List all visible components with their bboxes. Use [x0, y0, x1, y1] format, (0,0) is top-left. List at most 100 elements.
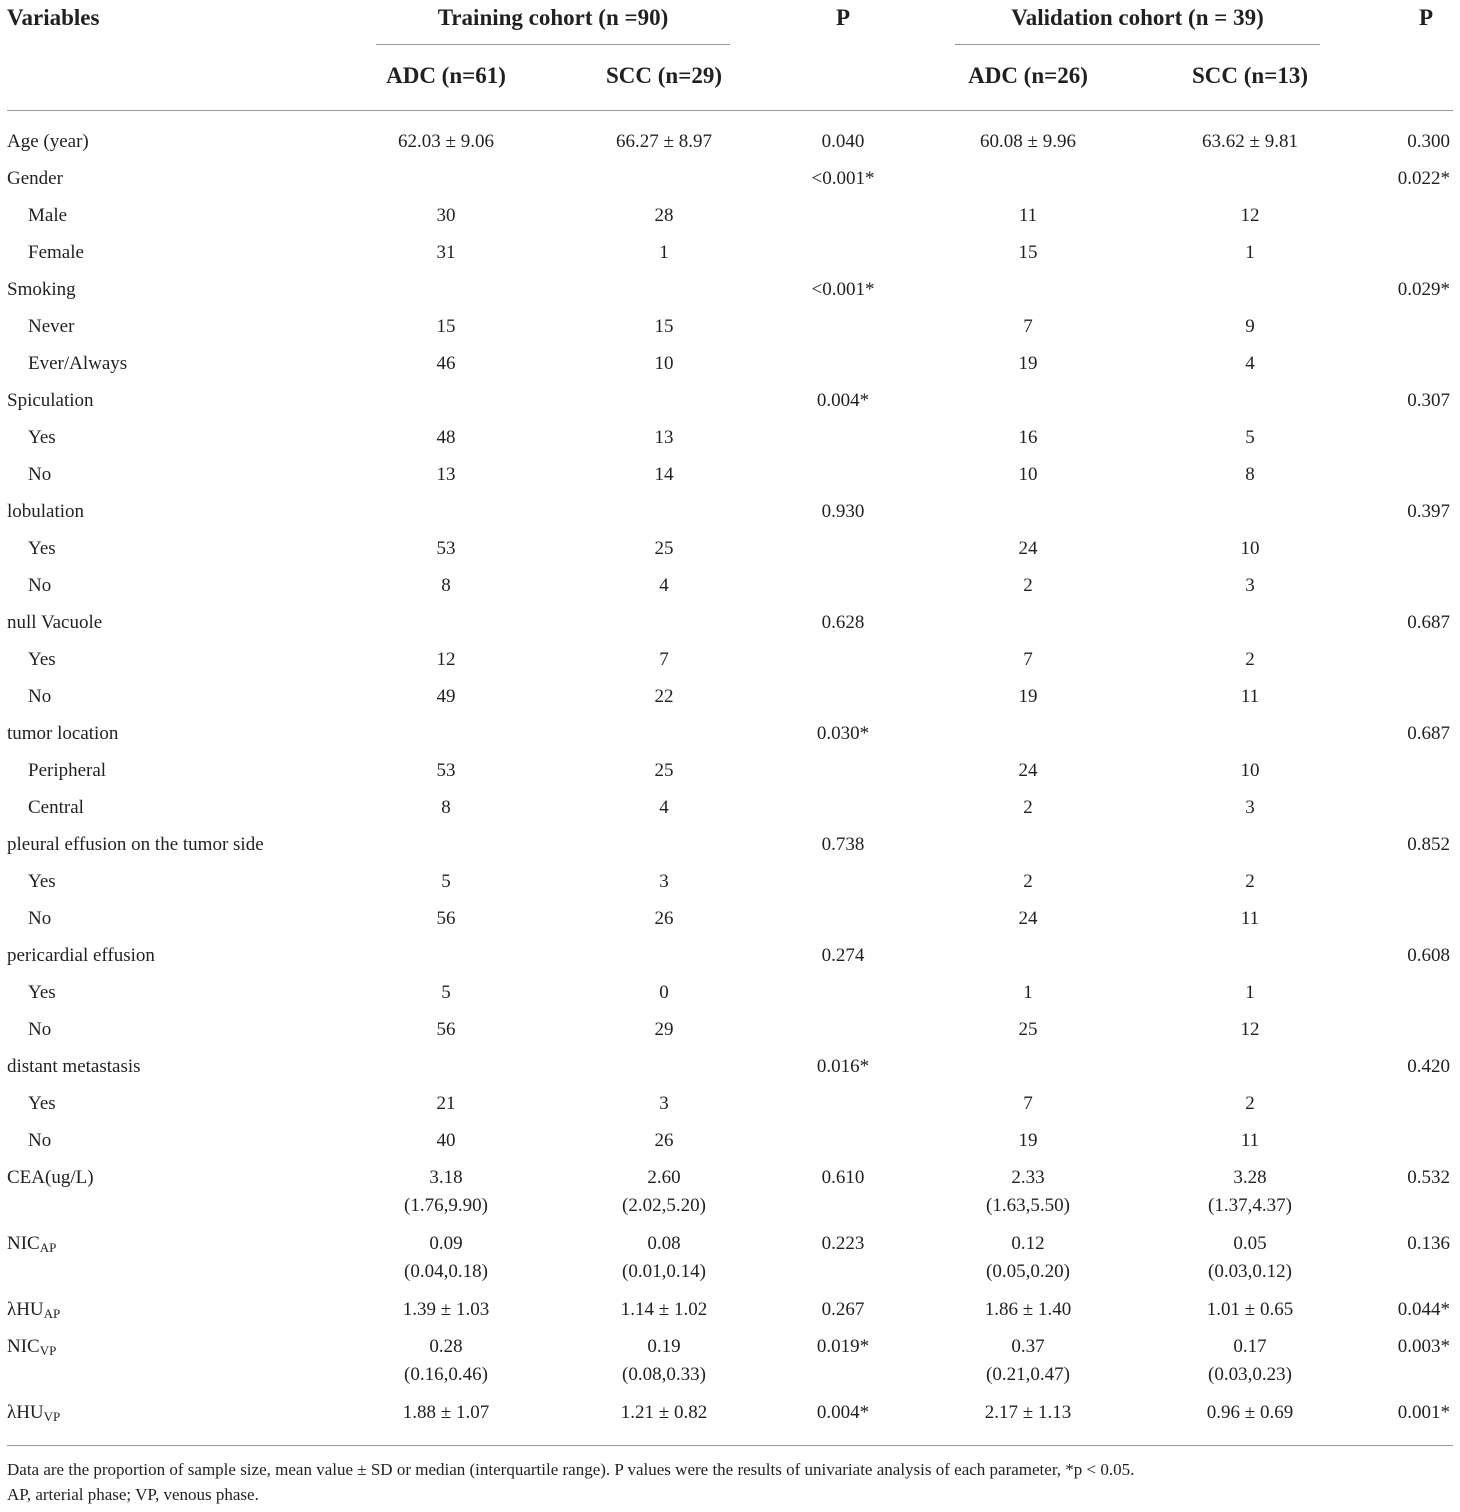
footnote-line-2: AP, arterial phase; VP, venous phase.	[7, 1485, 259, 1504]
cell-value: 0.687	[1407, 723, 1450, 744]
cell-value: 3.18	[429, 1167, 463, 1188]
cell-value: 3	[1245, 797, 1255, 818]
cell-train-adc: 53	[346, 757, 546, 785]
cell-train-p: 0.019*	[768, 1333, 918, 1361]
cell-value: 1.86 ± 1.40	[984, 1299, 1072, 1320]
cell-val-adc: 2	[928, 794, 1128, 822]
cell-value: 12	[1240, 205, 1260, 226]
cell-value: 0.267	[821, 1299, 865, 1320]
cell-value: 15	[654, 316, 674, 337]
cell-val-adc: 1.86 ± 1.40	[928, 1296, 1128, 1324]
cell-train-adc: 31	[346, 239, 546, 267]
cell-range: (1.76,9.90)	[404, 1195, 488, 1216]
row-label-text: Smoking	[7, 279, 76, 300]
cell-val-scc: 10	[1150, 535, 1350, 563]
row-label: No	[28, 683, 51, 711]
cell-val-adc: 16	[928, 424, 1128, 452]
cell-train-scc: 4	[564, 794, 764, 822]
table-row: Gender <0.001* 0.022*	[0, 165, 1460, 202]
cell-val-adc: 25	[928, 1016, 1128, 1044]
row-label-text: Gender	[7, 168, 63, 189]
cell-value: 2.17 ± 1.13	[984, 1402, 1072, 1423]
cell-range: (0.21,0.47)	[986, 1364, 1070, 1385]
row-label-text: No	[28, 908, 52, 929]
table-row: Never 15 15 7 9	[0, 313, 1460, 350]
cell-val-scc: 1	[1150, 239, 1350, 267]
cell-val-scc: 9	[1150, 313, 1350, 341]
row-label-text: No	[28, 575, 52, 596]
cell-value: 0.223	[821, 1233, 865, 1254]
cell-train-adc: 13	[346, 461, 546, 489]
table-row: No 56 26 24 11	[0, 905, 1460, 942]
cell-value: 3	[1245, 575, 1255, 596]
cell-value: 0	[659, 982, 669, 1003]
cell-train-adc: 62.03 ± 9.06	[346, 128, 546, 156]
cell-value: 0.37	[1011, 1336, 1045, 1357]
cell-value: 56	[436, 908, 456, 929]
row-label: pericardial effusion	[7, 942, 155, 970]
cell-train-adc: 49	[346, 683, 546, 711]
cell-val-p: 0.022*	[1350, 165, 1450, 193]
row-label-text: NIC	[7, 1336, 40, 1357]
row-label: lobulation	[7, 498, 84, 526]
row-label-text: Yes	[28, 982, 56, 1003]
cell-val-scc: 2	[1150, 646, 1350, 674]
header-val-adc: ADC (n=26)	[968, 63, 1088, 88]
cell-val-scc: 2	[1150, 868, 1350, 896]
cell-value: 0.610	[821, 1167, 865, 1188]
table-row: Smoking <0.001* 0.029*	[0, 276, 1460, 313]
cell-train-scc: 0.08 (0.01,0.14)	[564, 1230, 764, 1286]
cell-train-p: 0.016*	[768, 1053, 918, 1081]
cell-train-adc: 21	[346, 1090, 546, 1118]
cell-value: 19	[1018, 353, 1038, 374]
table-row: distant metastasis 0.016* 0.420	[0, 1053, 1460, 1090]
cell-train-p: 0.004*	[768, 387, 918, 415]
cell-val-scc: 11	[1150, 1127, 1350, 1155]
cell-val-adc: 0.12 (0.05,0.20)	[928, 1230, 1128, 1286]
row-label: No	[28, 572, 51, 600]
cell-val-adc: 7	[928, 646, 1128, 674]
cell-value: 0.019*	[816, 1336, 870, 1357]
row-label-text: Male	[28, 205, 68, 226]
cell-value: 24	[1018, 760, 1038, 781]
row-label-text: distant metastasis	[7, 1056, 141, 1077]
cell-train-adc: 46	[346, 350, 546, 378]
cell-train-p: <0.001*	[768, 276, 918, 304]
header-p-validation: P	[1418, 5, 1434, 30]
cell-value: 49	[436, 686, 456, 707]
cell-value: 25	[654, 538, 674, 559]
header-variables: Variables	[7, 5, 100, 30]
row-label-text: Yes	[28, 1093, 56, 1114]
cell-value: 0.05	[1233, 1233, 1267, 1254]
cell-value: 19	[1018, 686, 1038, 707]
table-row: Yes 48 13 16 5	[0, 424, 1460, 461]
cell-value: 0.532	[1407, 1167, 1450, 1188]
cell-value: 22	[654, 686, 674, 707]
cell-val-adc: 2.17 ± 1.13	[928, 1399, 1128, 1427]
cell-value: 0.96 ± 0.69	[1206, 1402, 1294, 1423]
cell-value: 0.08	[647, 1233, 681, 1254]
cell-value: 0.397	[1407, 501, 1450, 522]
cell-value: 5	[441, 871, 451, 892]
table-body: Age (year) 62.03 ± 9.06 66.27 ± 8.97 0.040 6…	[0, 128, 1460, 1436]
cell-train-p: <0.001*	[768, 165, 918, 193]
header-validation-cohort: Validation cohort (n = 39)	[1011, 5, 1264, 30]
cell-value: 28	[654, 205, 674, 226]
cell-val-scc: 3.28 (1.37,4.37)	[1150, 1164, 1350, 1220]
cell-value: 63.62 ± 9.81	[1202, 131, 1298, 152]
cell-value: 10	[1240, 760, 1260, 781]
cell-val-adc: 15	[928, 239, 1128, 267]
cell-train-p: 0.610	[768, 1164, 918, 1192]
cell-value: 15	[1018, 242, 1038, 263]
cell-value: 12	[1240, 1019, 1260, 1040]
cell-train-adc: 12	[346, 646, 546, 674]
cell-range: (2.02,5.20)	[622, 1195, 706, 1216]
cell-value: 4	[659, 575, 669, 596]
cell-value: 0.274	[821, 945, 865, 966]
cell-val-p: 0.687	[1350, 720, 1450, 748]
cell-value: 0.300	[1407, 131, 1450, 152]
cell-val-p: 0.307	[1350, 387, 1450, 415]
cell-value: 8	[441, 575, 451, 596]
cell-value: 0.004*	[816, 1402, 870, 1423]
cell-range: (0.04,0.18)	[404, 1261, 488, 1282]
